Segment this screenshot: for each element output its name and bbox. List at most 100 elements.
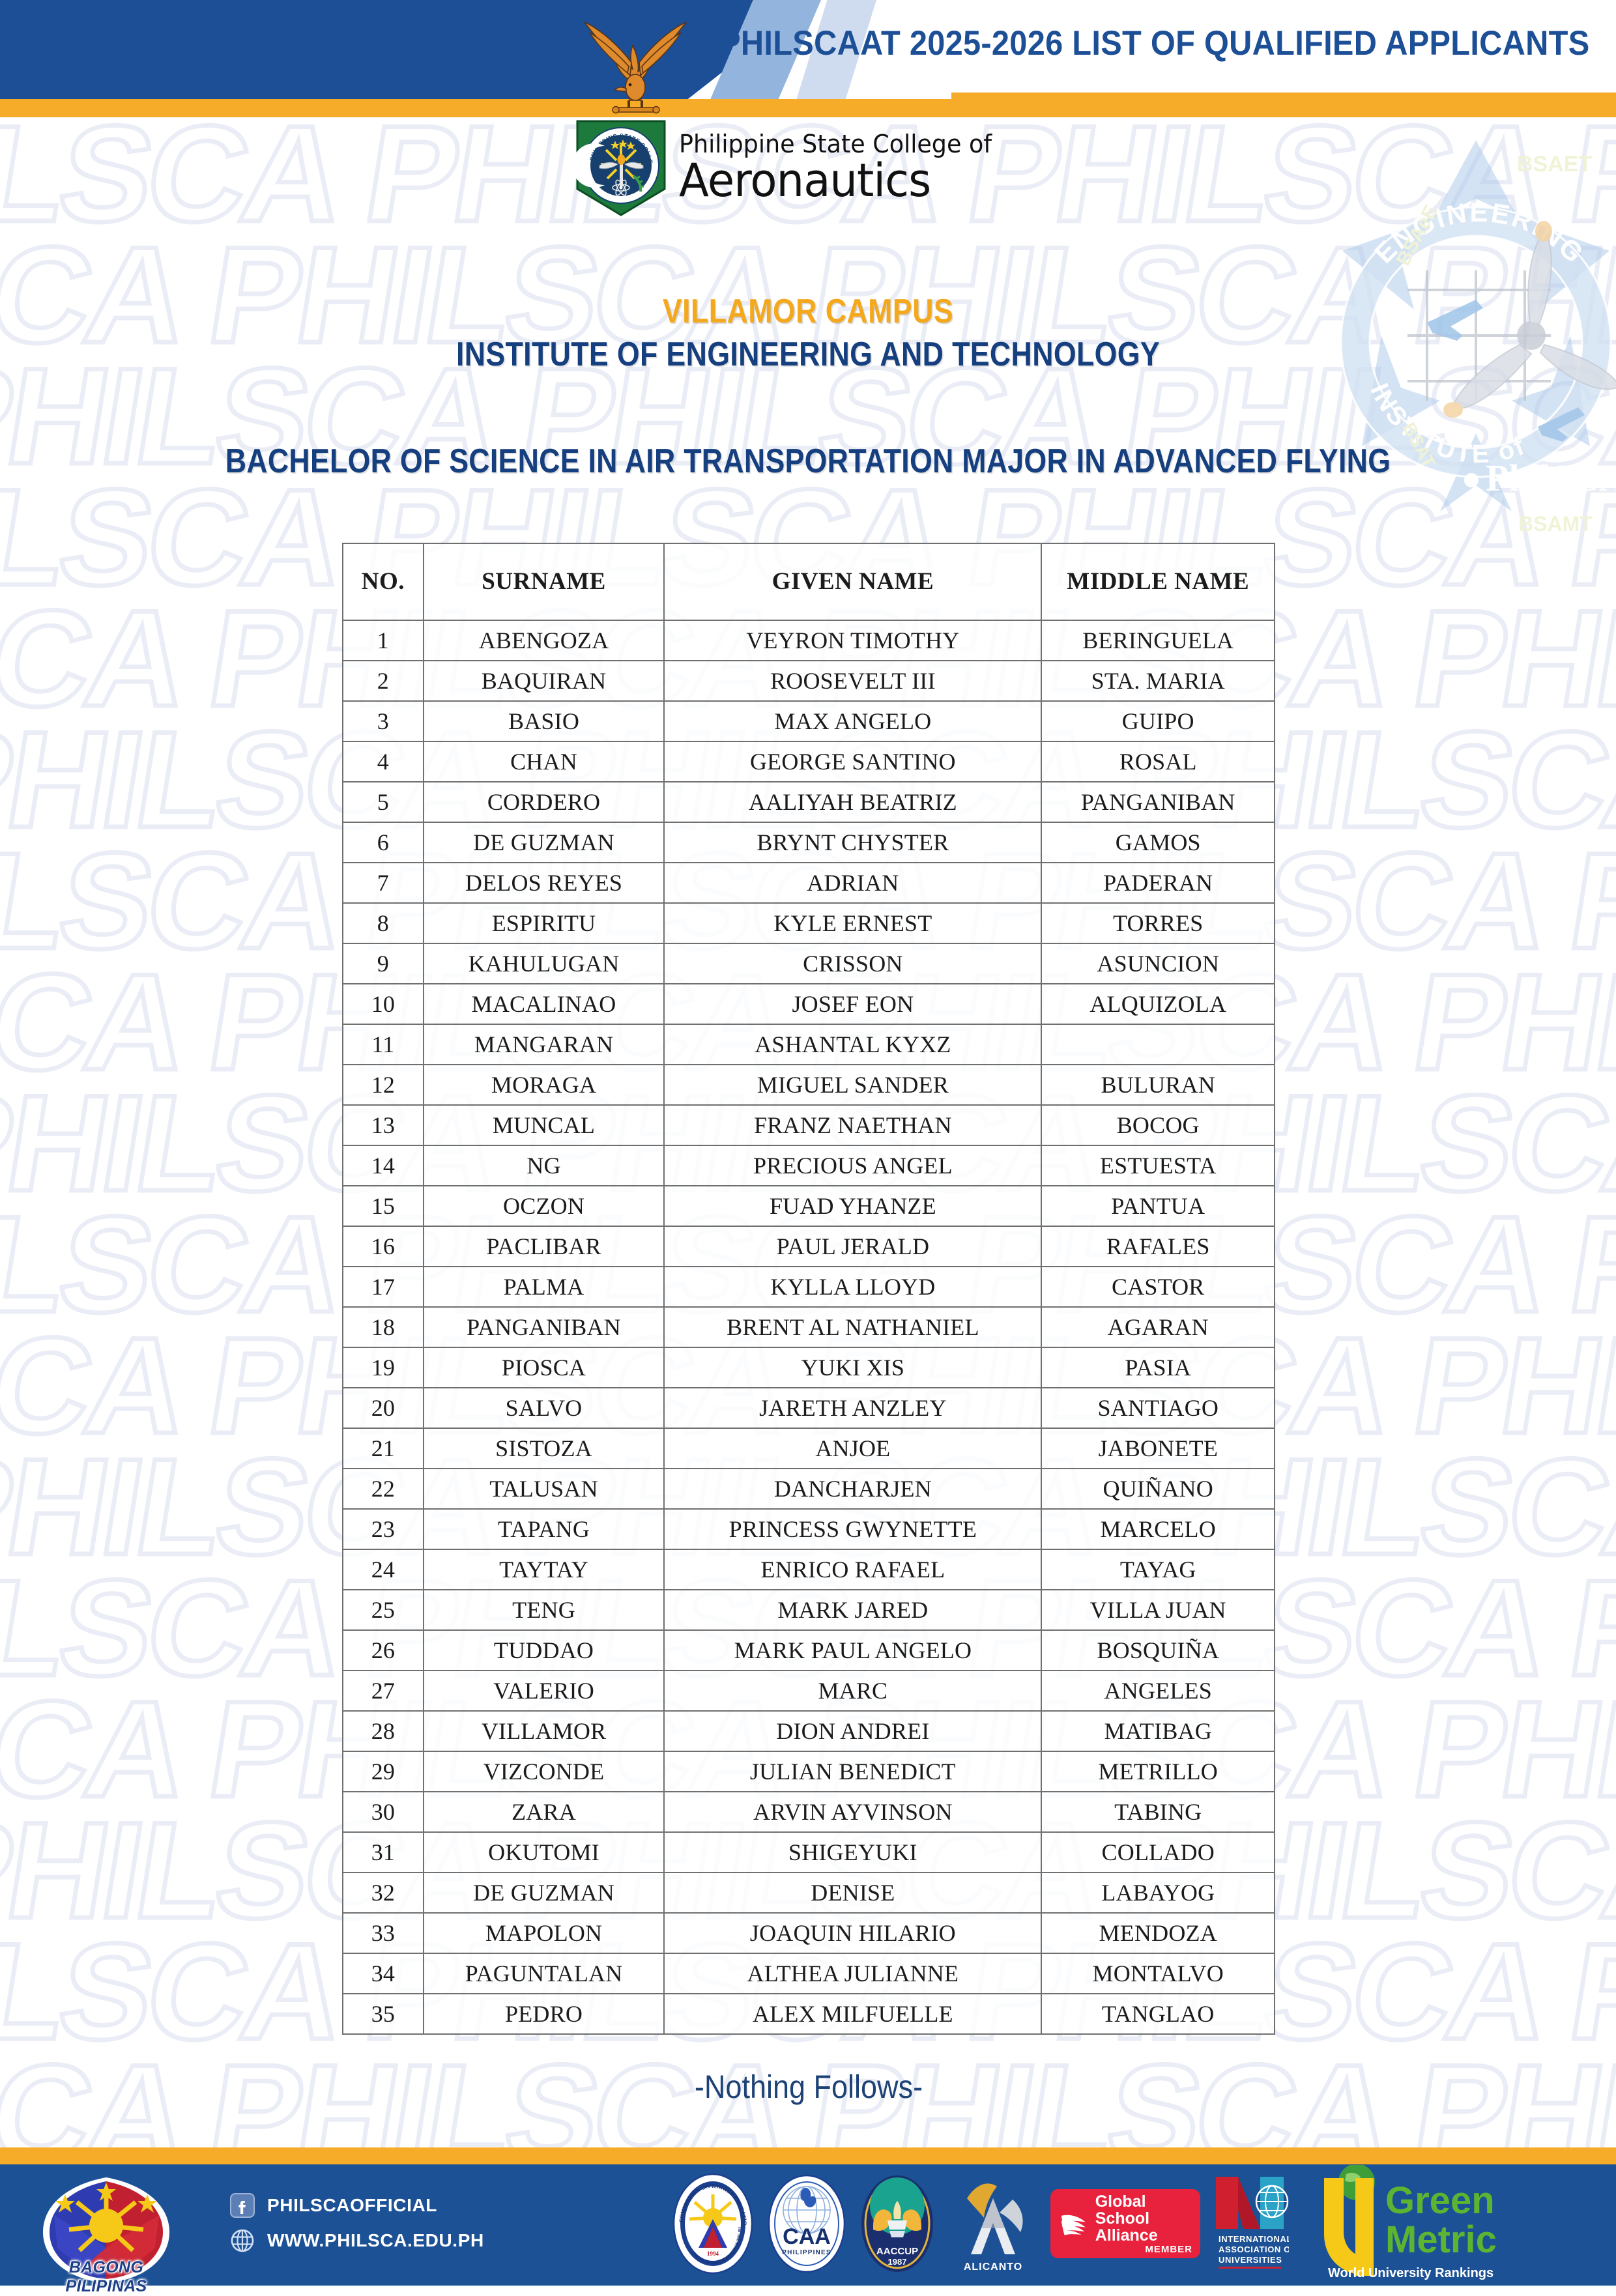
iau-line-1: INTERNATIONAL bbox=[1219, 2234, 1289, 2244]
cell-given-name: KYLLA LLOYD bbox=[663, 1266, 1043, 1308]
cell-no: 20 bbox=[342, 1387, 424, 1429]
cell-middle-name: GUIPO bbox=[1041, 700, 1275, 742]
cell-no: 6 bbox=[342, 822, 424, 863]
iau-line-3: UNIVERSITIES bbox=[1219, 2255, 1282, 2265]
cell-no: 9 bbox=[342, 943, 424, 984]
cell-surname: MACALINAO bbox=[422, 983, 665, 1025]
cell-no: 5 bbox=[342, 781, 424, 823]
cell-no: 26 bbox=[342, 1629, 424, 1671]
cell-middle-name: STA. MARIA bbox=[1041, 660, 1275, 702]
cell-given-name: ANJOE bbox=[663, 1428, 1043, 1469]
cell-surname: MANGARAN bbox=[422, 1024, 665, 1065]
cell-no: 15 bbox=[342, 1185, 424, 1227]
table-row: 11 MANGARAN ASHANTAL KYXZ bbox=[342, 1024, 1275, 1065]
cell-no: 2 bbox=[342, 660, 424, 702]
cell-surname: PAGUNTALAN bbox=[422, 1953, 665, 1994]
iau-line-2: ASSOCIATION OF bbox=[1219, 2245, 1289, 2254]
globe-icon bbox=[229, 2228, 255, 2254]
facebook-icon bbox=[229, 2192, 255, 2218]
cell-given-name: FUAD YHANZE bbox=[663, 1185, 1043, 1227]
table-row: 19 PIOSCA YUKI XIS PASIA bbox=[342, 1347, 1275, 1388]
cell-given-name: CRISSON bbox=[663, 943, 1043, 984]
uigm-word-1: Green bbox=[1385, 2179, 1495, 2222]
cell-given-name: DANCHARJEN bbox=[663, 1468, 1043, 1510]
cell-surname: PIOSCA bbox=[422, 1347, 665, 1388]
cell-middle-name: PANTUA bbox=[1041, 1185, 1275, 1227]
cell-given-name: JOAQUIN HILARIO bbox=[663, 1912, 1043, 1954]
cell-given-name: SHIGEYUKI bbox=[663, 1831, 1043, 1873]
end-of-list-marker: -Nothing Follows- bbox=[694, 2069, 923, 2105]
table-row: 33 MAPOLON JOAQUIN HILARIO MENDOZA bbox=[342, 1912, 1275, 1954]
table-row: 34 PAGUNTALAN ALTHEA JULIANNE MONTALVO bbox=[342, 1953, 1275, 1994]
eagle-emblem-icon bbox=[557, 13, 714, 117]
caa-sub: PHILIPPINES bbox=[782, 2249, 831, 2256]
caa-abbr: CAA bbox=[783, 2224, 831, 2249]
facebook-contact[interactable]: PHILSCAOFFICIAL bbox=[229, 2188, 484, 2223]
cell-surname: TALUSAN bbox=[422, 1468, 665, 1510]
table-body: 1 ABENGOZA VEYRON TIMOTHY BERINGUELA 2 BAQUIR… bbox=[342, 620, 1275, 2035]
cell-given-name: PAUL JERALD bbox=[663, 1226, 1043, 1267]
cell-no: 3 bbox=[342, 700, 424, 742]
table-row: 17 PALMA KYLLA LLOYD CASTOR bbox=[342, 1266, 1275, 1308]
cell-given-name: PRINCESS GWYNETTE bbox=[663, 1508, 1043, 1550]
cell-given-name: BRYNT CHYSTER bbox=[663, 822, 1043, 863]
cell-given-name: DENISE bbox=[663, 1872, 1043, 1914]
cell-surname: VIZCONDE bbox=[422, 1751, 665, 1792]
cell-middle-name: COLLADO bbox=[1041, 1831, 1275, 1873]
banner-title: PHILSCAAT 2025-2026 LIST OF QUALIFIED AP… bbox=[719, 24, 1590, 63]
cell-middle-name: BULURAN bbox=[1041, 1064, 1275, 1106]
cell-surname: SISTOZA bbox=[422, 1428, 665, 1469]
table-row: 27 VALERIO MARC ANGELES bbox=[342, 1670, 1275, 1712]
cell-surname: TAYTAY bbox=[422, 1549, 665, 1590]
cell-no: 16 bbox=[342, 1226, 424, 1267]
table-row: 2 BAQUIRAN ROOSEVELT III STA. MARIA bbox=[342, 660, 1275, 702]
alicanto-logo: ALICANTO bbox=[947, 2172, 1039, 2275]
cell-given-name: MIGUEL SANDER bbox=[663, 1064, 1043, 1106]
table-row: 35 PEDRO ALEX MILFUELLE TANGLAO bbox=[342, 1993, 1275, 2035]
cell-given-name: DION ANDREI bbox=[663, 1710, 1043, 1752]
college-logo-block: PHILIPPINE STATE COLLEGE OF AERONAUTICS … bbox=[571, 113, 1069, 216]
table-row: 16 PACLIBAR PAUL JERALD RAFALES bbox=[342, 1226, 1275, 1267]
cell-no: 11 bbox=[342, 1024, 424, 1065]
cell-no: 31 bbox=[342, 1831, 424, 1873]
gsa-line-3: MEMBER bbox=[1145, 2243, 1192, 2255]
cell-given-name: MARC bbox=[663, 1670, 1043, 1712]
accreditation-partner-logos: COMMISSION ON HIGHER EDUCATION OFFICE OF… bbox=[671, 2162, 1609, 2286]
cell-surname: ESPIRITU bbox=[422, 902, 665, 944]
cell-middle-name: BOSQUIÑA bbox=[1041, 1629, 1275, 1671]
cell-given-name: VEYRON TIMOTHY bbox=[663, 620, 1043, 661]
col-header-no: NO. bbox=[342, 543, 424, 621]
cell-given-name: JARETH ANZLEY bbox=[663, 1387, 1043, 1429]
cell-given-name: FRANZ NAETHAN bbox=[663, 1104, 1043, 1146]
cell-no: 7 bbox=[342, 862, 424, 904]
cell-middle-name: BOCOG bbox=[1041, 1104, 1275, 1146]
header-blue-panel bbox=[0, 0, 815, 115]
table-row: 21 SISTOZA ANJOE JABONETE bbox=[342, 1428, 1275, 1469]
ui-greenmetric-logo: Green Metric World University Rankings bbox=[1301, 2165, 1516, 2282]
table-row: 8 ESPIRITU KYLE ERNEST TORRES bbox=[342, 902, 1275, 944]
cell-surname: BAQUIRAN bbox=[422, 660, 665, 702]
table-row: 7 DELOS REYES ADRIAN PADERAN bbox=[342, 862, 1275, 904]
cell-given-name: PRECIOUS ANGEL bbox=[663, 1145, 1043, 1186]
cell-no: 29 bbox=[342, 1751, 424, 1792]
gsa-line-1: Global bbox=[1095, 2192, 1146, 2211]
website-contact[interactable]: WWW.PHILSCA.EDU.PH bbox=[229, 2223, 484, 2258]
applicants-table-container: NO. SURNAME GIVEN NAME MIDDLE NAME 1 ABEN… bbox=[342, 543, 1275, 2035]
cell-middle-name: AGARAN bbox=[1041, 1306, 1275, 1348]
cell-surname: ZARA bbox=[422, 1791, 665, 1833]
gsa-line-2: School Alliance bbox=[1095, 2209, 1158, 2245]
table-row: 26 TUDDAO MARK PAUL ANGELO BOSQUIÑA bbox=[342, 1629, 1275, 1671]
cell-middle-name bbox=[1041, 1024, 1275, 1065]
cell-surname: MAPOLON bbox=[422, 1912, 665, 1954]
cell-surname: VILLAMOR bbox=[422, 1710, 665, 1752]
brand-line-2: Aeronautics bbox=[679, 154, 931, 207]
bagong-pilipinas-logo bbox=[31, 2170, 181, 2286]
ched-logo: COMMISSION ON HIGHER EDUCATION OFFICE OF… bbox=[671, 2171, 755, 2276]
cell-middle-name: ROSAL bbox=[1041, 741, 1275, 782]
cell-middle-name: BERINGUELA bbox=[1041, 620, 1275, 661]
table-row: 24 TAYTAY ENRICO RAFAEL TAYAG bbox=[342, 1549, 1275, 1590]
cell-middle-name: ALQUIZOLA bbox=[1041, 983, 1275, 1025]
iau-logo: INTERNATIONAL ASSOCIATION OF UNIVERSITIE… bbox=[1212, 2172, 1289, 2276]
cell-middle-name: PANGANIBAN bbox=[1041, 781, 1275, 823]
applicants-table: NO. SURNAME GIVEN NAME MIDDLE NAME 1 ABEN… bbox=[342, 543, 1275, 2035]
